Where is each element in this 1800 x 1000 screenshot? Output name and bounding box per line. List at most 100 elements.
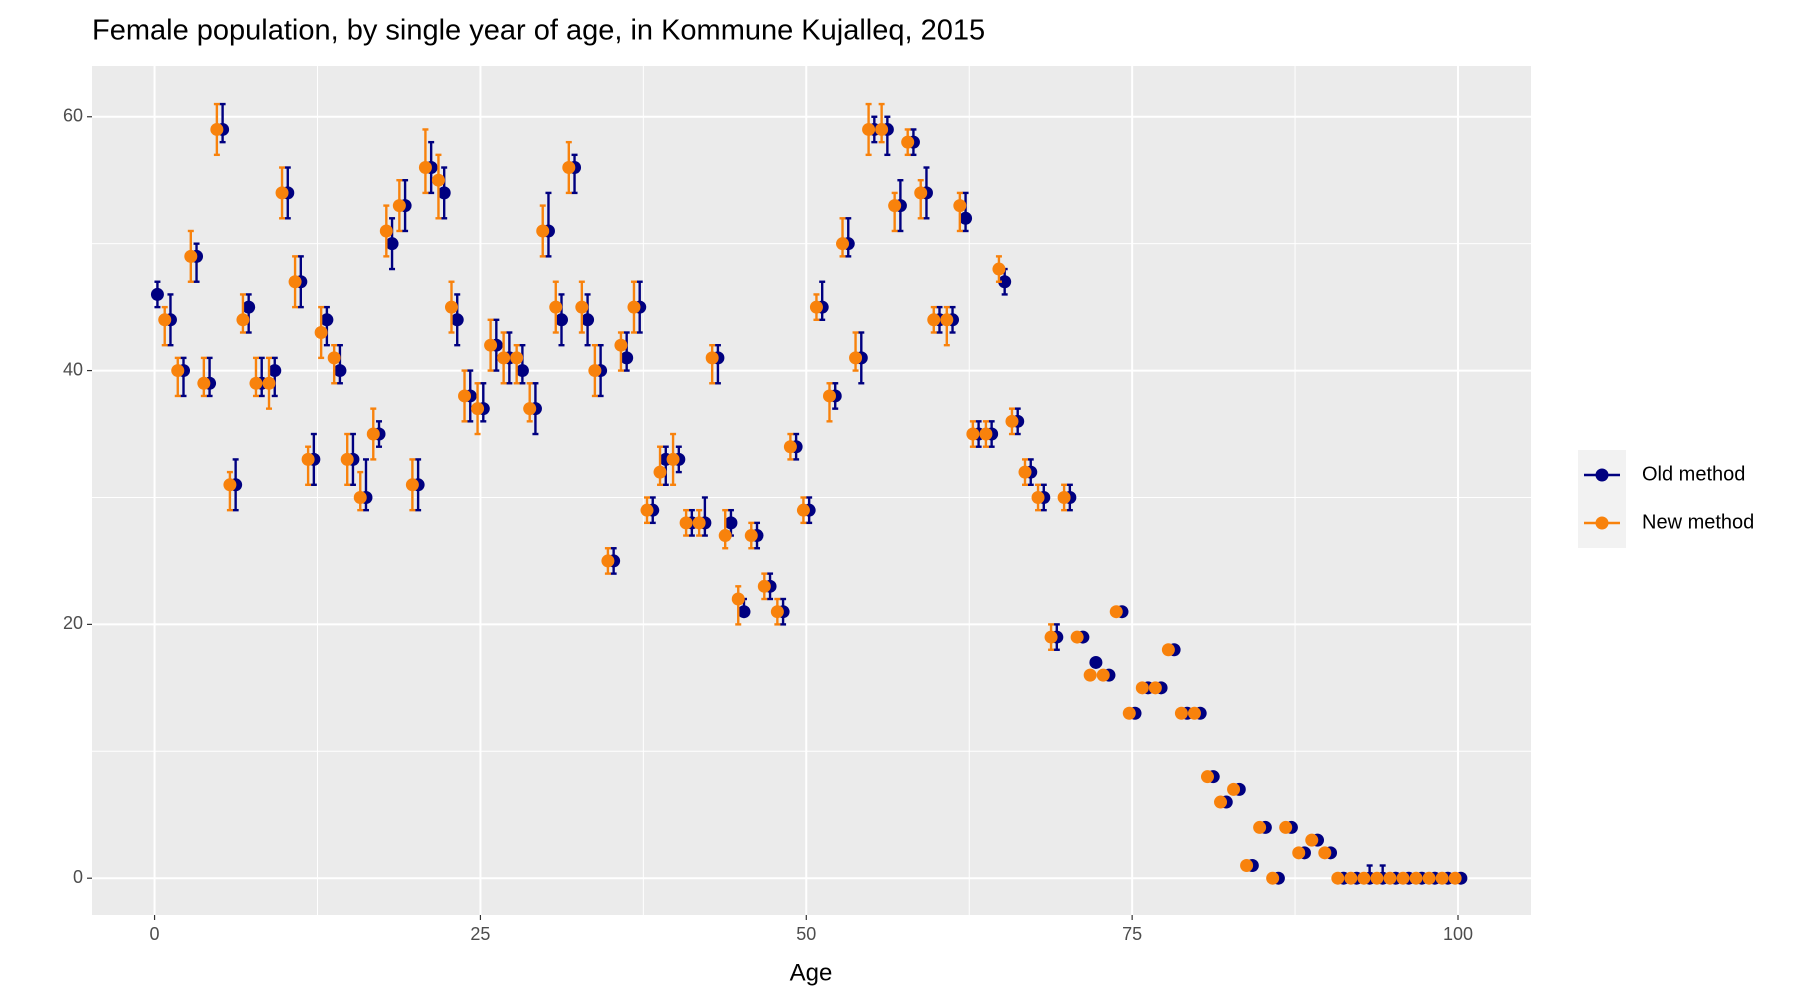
point <box>901 135 915 149</box>
point <box>523 402 537 416</box>
point <box>1253 820 1267 834</box>
plot-background <box>92 66 1531 915</box>
point <box>783 440 797 454</box>
point <box>770 605 784 619</box>
point <box>171 364 185 378</box>
point <box>822 389 836 403</box>
point <box>515 364 529 378</box>
point <box>627 300 641 314</box>
point <box>320 313 334 327</box>
point <box>836 237 850 251</box>
point <box>431 173 445 187</box>
point <box>731 592 745 606</box>
point <box>562 161 576 175</box>
point <box>1383 871 1397 885</box>
point <box>288 275 302 289</box>
point <box>1018 465 1032 479</box>
point <box>1396 871 1410 885</box>
point <box>1305 833 1319 847</box>
point <box>510 351 524 365</box>
point <box>150 287 164 301</box>
point <box>301 452 315 466</box>
point <box>471 402 485 416</box>
point <box>1409 871 1423 885</box>
point <box>940 313 954 327</box>
point <box>366 427 380 441</box>
point <box>223 478 237 492</box>
point <box>862 122 876 136</box>
point <box>888 199 902 213</box>
point <box>197 376 211 390</box>
point <box>1135 681 1149 695</box>
x-tick-label: 100 <box>1443 924 1473 944</box>
point <box>418 161 432 175</box>
point <box>1122 706 1136 720</box>
x-tick-label: 25 <box>470 924 490 944</box>
point <box>353 490 367 504</box>
point <box>1031 490 1045 504</box>
point <box>705 351 719 365</box>
point <box>437 186 451 200</box>
point <box>1044 630 1058 644</box>
point <box>953 199 967 213</box>
point <box>379 224 393 238</box>
point <box>998 275 1012 289</box>
point <box>484 338 498 352</box>
chart-title: Female population, by single year of age… <box>92 15 985 47</box>
point <box>392 199 406 213</box>
point <box>1148 681 1162 695</box>
point <box>385 237 399 251</box>
point <box>1109 605 1123 619</box>
y-tick-label: 0 <box>73 867 83 887</box>
point <box>588 364 602 378</box>
point <box>692 516 706 530</box>
legend-background <box>1578 450 1626 548</box>
point <box>581 313 595 327</box>
point <box>1227 782 1241 796</box>
point <box>210 122 224 136</box>
legend-key-point <box>1595 516 1609 530</box>
point <box>679 516 693 530</box>
point <box>249 376 263 390</box>
point <box>620 351 634 365</box>
point <box>1070 630 1084 644</box>
point <box>1331 871 1345 885</box>
point <box>314 326 328 340</box>
point <box>1096 668 1110 682</box>
point <box>458 389 472 403</box>
point <box>979 427 993 441</box>
point <box>1214 795 1228 809</box>
point <box>914 186 928 200</box>
point <box>1200 770 1214 784</box>
point <box>275 186 289 200</box>
point <box>242 300 256 314</box>
legend-key-point <box>1595 468 1609 482</box>
point <box>262 376 276 390</box>
point <box>744 529 758 543</box>
legend-label: New method <box>1642 511 1754 533</box>
point <box>796 503 810 517</box>
x-tick-label: 75 <box>1122 924 1142 944</box>
point <box>236 313 250 327</box>
y-tick-label: 40 <box>63 359 83 379</box>
point <box>1187 706 1201 720</box>
point <box>737 605 751 619</box>
point <box>1057 490 1071 504</box>
point <box>450 313 464 327</box>
point <box>1161 643 1175 657</box>
point <box>614 338 628 352</box>
point <box>1344 871 1358 885</box>
point <box>724 516 738 530</box>
point <box>554 313 568 327</box>
point <box>184 249 198 263</box>
point <box>601 554 615 568</box>
point <box>340 452 354 466</box>
y-tick-label: 60 <box>63 106 83 126</box>
x-tick-label: 0 <box>150 924 160 944</box>
point <box>405 478 419 492</box>
point <box>536 224 550 238</box>
point <box>653 465 667 479</box>
point <box>1089 655 1103 669</box>
point <box>1266 871 1280 885</box>
